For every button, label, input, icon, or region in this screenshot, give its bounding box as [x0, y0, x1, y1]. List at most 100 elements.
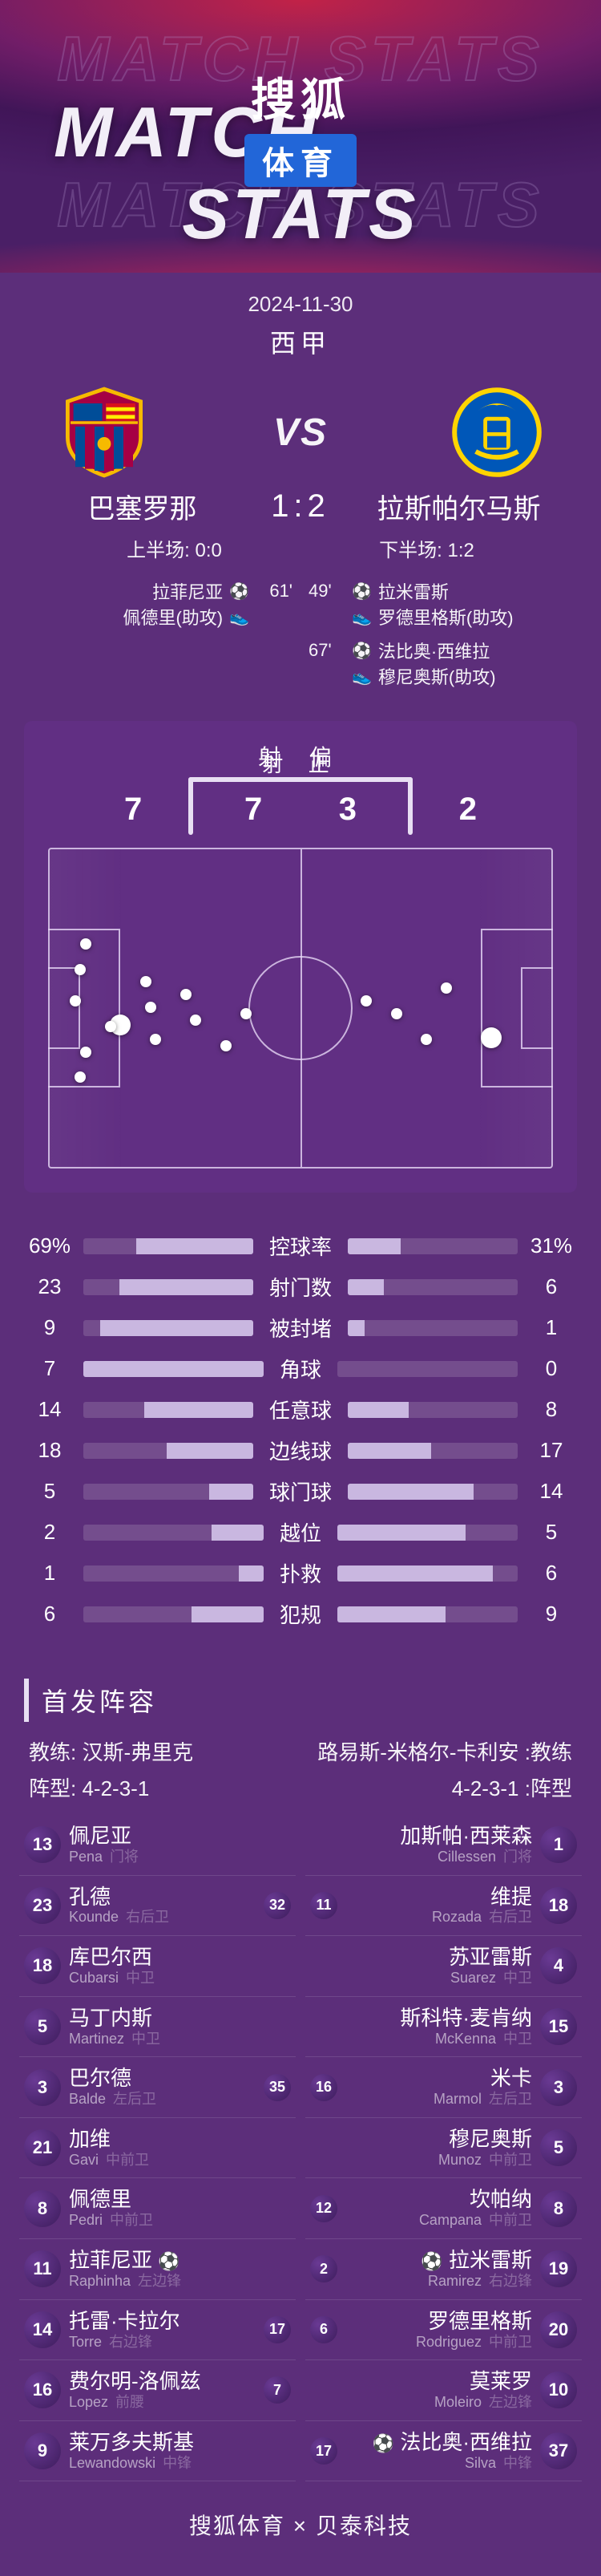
stat-label: 角球	[272, 1354, 329, 1383]
stat-label: 任意球	[261, 1395, 340, 1424]
home-events: 拉菲尼亚⚽61'佩德里(助攻)👟	[48, 578, 292, 697]
away-bar	[337, 1565, 518, 1582]
home-value: 18	[24, 1438, 75, 1463]
away-bar	[337, 1606, 518, 1622]
player-row: 13佩尼亚Pena 门将	[19, 1815, 296, 1876]
home-value: 5	[24, 1479, 75, 1504]
away-bar	[348, 1238, 518, 1254]
player-row: 14托雷·卡拉尔Torre 右边锋17	[19, 2300, 296, 2361]
player-row: 3巴尔德Balde 左后卫35	[19, 2057, 296, 2118]
shot-dot	[75, 964, 86, 975]
home-value: 69%	[24, 1233, 75, 1258]
away-value: 5	[526, 1520, 577, 1545]
player-row: 20罗德里格斯Rodriguez 中前卫6	[305, 2300, 582, 2361]
away-crest	[449, 384, 545, 480]
player-number: 14	[24, 2311, 61, 2348]
match-header: 2024-11-30 西甲	[0, 273, 601, 368]
home-value: 1	[24, 1561, 75, 1586]
player-row: 8坎帕纳Campana 中前卫12	[305, 2178, 582, 2239]
player-number: 4	[540, 1947, 577, 1984]
home-formation: 阵型: 4-2-3-1	[29, 1772, 149, 1802]
names-row: 巴塞罗那 1:2 拉斯帕尔马斯	[0, 484, 601, 534]
home-value: 23	[24, 1274, 75, 1299]
stat-label: 边线球	[261, 1436, 340, 1465]
player-row: 23孔德Kounde 右后卫32	[19, 1876, 296, 1937]
home-on-target: 7	[244, 792, 262, 828]
home-coach: 教练: 汉斯-弗里克	[29, 1736, 193, 1766]
stat-row: 14任意球8	[24, 1395, 577, 1424]
player-number: 18	[24, 1947, 61, 1984]
player-number: 19	[540, 2250, 577, 2287]
player-number: 8	[24, 2190, 61, 2227]
home-lineup: 13佩尼亚Pena 门将23孔德Kounde 右后卫3218库巴尔西Cubars…	[19, 1815, 296, 2481]
player-row: 19⚽ 拉米雷斯Ramirez 右边锋2	[305, 2239, 582, 2300]
stat-label: 控球率	[261, 1231, 340, 1261]
stat-row: 5 球门球 14	[24, 1476, 577, 1506]
player-number: 5	[540, 2129, 577, 2166]
sub-number: 17	[264, 2316, 291, 2343]
shot-dot	[140, 976, 151, 987]
player-number: 3	[24, 2069, 61, 2106]
home-name: 巴塞罗那	[32, 487, 252, 526]
away-value: 1	[526, 1315, 577, 1340]
footer: 搜狐体育 × 贝泰科技	[0, 2481, 601, 2576]
vs-label: VS	[273, 411, 328, 455]
home-bar	[83, 1565, 264, 1582]
player-number: 9	[24, 2432, 61, 2469]
stat-label: 球门球	[261, 1476, 340, 1506]
shot-dot	[80, 1047, 91, 1058]
away-bar	[348, 1443, 518, 1459]
shot-dot	[421, 1034, 432, 1045]
away-value: 17	[526, 1438, 577, 1463]
stat-row: 23射门数6	[24, 1272, 577, 1302]
stat-row: 2越位5	[24, 1517, 577, 1547]
player-row: 37⚽ 法比奥·西维拉Silva 中锋17	[305, 2421, 582, 2482]
home-bar	[83, 1320, 253, 1336]
home-bar	[83, 1279, 253, 1295]
player-number: 8	[540, 2190, 577, 2227]
away-bar	[337, 1525, 518, 1541]
stat-label: 射门数	[261, 1272, 340, 1302]
shot-dot	[105, 1021, 116, 1032]
score: 1:2	[252, 488, 349, 525]
home-bar	[83, 1443, 253, 1459]
player-row: 18维提Rozada 右后卫11	[305, 1876, 582, 1937]
coaches: 教练: 汉斯-弗里克 路易斯-米格尔-卡利安 :教练	[0, 1736, 601, 1772]
away-bar	[348, 1320, 518, 1336]
shot-dot	[150, 1034, 161, 1045]
shot-dot	[80, 938, 91, 950]
home-off-target: 7	[124, 792, 142, 828]
away-off-target: 2	[459, 792, 477, 828]
away-bar	[337, 1361, 518, 1377]
away-name: 拉斯帕尔马斯	[349, 487, 569, 526]
stat-label: 被封堵	[261, 1313, 340, 1343]
away-value: 31%	[526, 1233, 577, 1258]
goal-icon: ⚽	[373, 2433, 394, 2453]
player-row: 16费尔明-洛佩兹Lopez 前腰7	[19, 2360, 296, 2421]
shot-dot	[391, 1008, 402, 1019]
player-row: 9莱万多夫斯基Lewandowski 中锋	[19, 2421, 296, 2482]
second-half: 下半场: 1:2	[300, 534, 553, 562]
shot-dot	[180, 989, 192, 1000]
stat-row: 7角球0	[24, 1354, 577, 1383]
shot-dot	[481, 1027, 502, 1048]
away-events: 49'⚽拉米雷斯👟罗德里格斯(助攻)67'⚽法比奥·西维拉👟穆尼奥斯(助攻)	[309, 578, 553, 697]
team-stats: 69%控球率31%23射门数69被封堵17角球014任意球818边线球175球门…	[0, 1209, 601, 1659]
player-row: 8佩德里Pedri 中前卫	[19, 2178, 296, 2239]
stat-label: 犯规	[272, 1599, 329, 1629]
goal-icon: ⚽	[421, 2251, 442, 2271]
sub-number: 2	[310, 2255, 337, 2282]
goal-frame: 射 正 7 7 3 2	[92, 777, 509, 835]
player-number: 3	[540, 2069, 577, 2106]
player-number: 5	[24, 2008, 61, 2045]
away-value: 9	[526, 1602, 577, 1626]
player-number: 37	[540, 2432, 577, 2469]
shot-dot	[190, 1015, 201, 1026]
player-number: 16	[24, 2371, 61, 2408]
home-value: 2	[24, 1520, 75, 1545]
player-row: 21加维Gavi 中前卫	[19, 2118, 296, 2179]
sub-number: 16	[310, 2074, 337, 2101]
away-value: 14	[526, 1479, 577, 1504]
home-bar	[83, 1606, 264, 1622]
player-number: 1	[540, 1826, 577, 1863]
